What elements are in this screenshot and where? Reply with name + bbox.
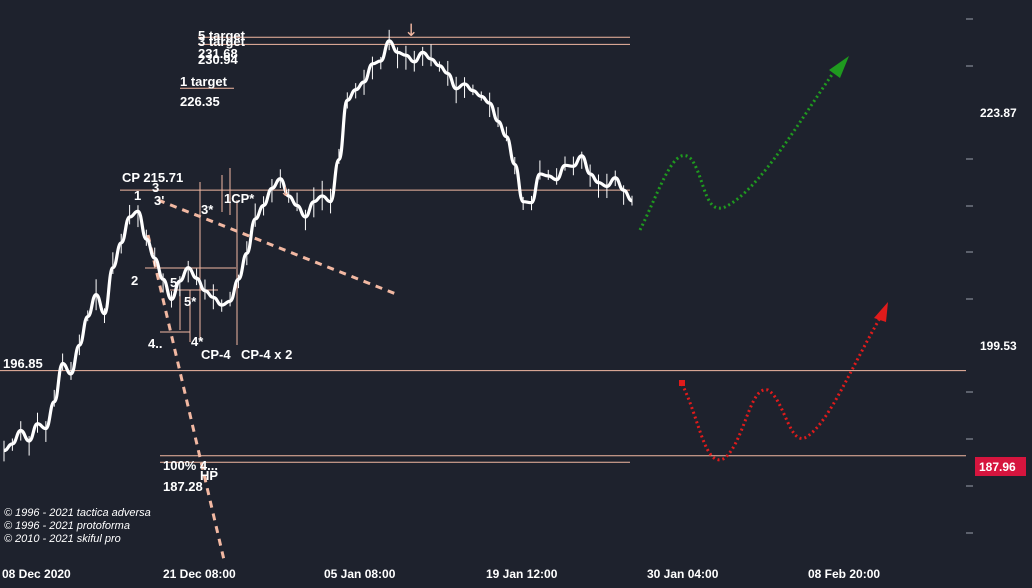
credit-line: 1996 - 2021 tactica adversa [15, 507, 151, 519]
wave-label-1cp-star: 1CP* [224, 191, 255, 206]
credit-line: 2010 - 2021 skiful pro [14, 533, 121, 545]
wave-label-3: 3 [152, 180, 159, 195]
time-axis: 08 Dec 2020 21 Dec 08:00 05 Jan 08:00 19… [2, 567, 880, 581]
forecast-path-bearish [680, 317, 882, 462]
copyright-symbol: © [4, 520, 13, 532]
level-1-target-title: 1 target [180, 74, 228, 89]
current-price-label: 187.96 [979, 460, 1016, 474]
credit-line: 1996 - 2021 protoforma [15, 520, 130, 532]
time-tick-label: 08 Feb 20:00 [808, 567, 880, 581]
level-3-target-title: 3 target [198, 34, 246, 49]
price-tick-223: 223.87 [980, 106, 1017, 120]
wave-label-cp-4: CP-4 [201, 347, 231, 362]
time-tick-label: 19 Jan 12:00 [486, 567, 558, 581]
level-3-target-value: 230.94 [198, 52, 239, 67]
arrow-up-icon [874, 302, 888, 322]
copyright-symbol: © [4, 507, 13, 519]
level-hp-label: HP [200, 468, 218, 483]
level-1-target-value: 226.35 [180, 94, 220, 109]
trend-line-dashed [146, 234, 226, 561]
copyright-credits: © 1996 - 2021 tactica adversa © 1996 - 2… [4, 507, 151, 545]
forecast-start-marker [679, 380, 685, 386]
time-tick-label: 05 Jan 08:00 [324, 567, 396, 581]
level-5-target-value: 231.68 [198, 46, 238, 61]
wave-label-3-star: 3* [201, 202, 214, 217]
current-price-badge [975, 457, 1026, 476]
price-tick-199: 199.53 [980, 339, 1017, 353]
wave-label-4: 4.. [148, 336, 162, 351]
time-tick-label: 21 Dec 08:00 [163, 567, 236, 581]
arrow-up-icon [829, 56, 849, 78]
copyright-symbol: © [4, 533, 13, 545]
level-cp-label: CP 215.71 [122, 170, 183, 185]
trend-line-dashed [157, 198, 397, 296]
level-100-value: 187.28 [163, 479, 203, 494]
level-100-label: 100% 4... [163, 458, 218, 473]
trend-lines [146, 198, 397, 561]
wave-label-3-prime: 3' [154, 193, 164, 208]
forecast-paths [638, 56, 888, 462]
wave-label-2: 2 [131, 273, 138, 288]
wave-label-4-star: 4* [191, 334, 204, 349]
target-levels [0, 36, 966, 463]
wave-label-5: 5 [170, 275, 177, 290]
level-5-target-title: 5 target [198, 28, 246, 43]
price-axis: 223.87 199.53 187.96 [966, 18, 1026, 534]
time-tick-label: 08 Dec 2020 [2, 567, 71, 581]
price-series [3, 29, 633, 462]
arrow-down-icon-top: ↓ [404, 21, 418, 41]
arrow-down-icon-mid: ↓ [280, 185, 291, 200]
wave-label-1: 1 [134, 188, 141, 203]
time-tick-label: 30 Jan 04:00 [647, 567, 719, 581]
wave-label-5-star: 5* [184, 294, 197, 309]
level-196-label: 196.85 [3, 356, 43, 371]
price-line [3, 39, 633, 453]
wave-label-cp-4-x2: CP-4 x 2 [241, 347, 292, 362]
forecast-path-bullish [638, 65, 840, 231]
